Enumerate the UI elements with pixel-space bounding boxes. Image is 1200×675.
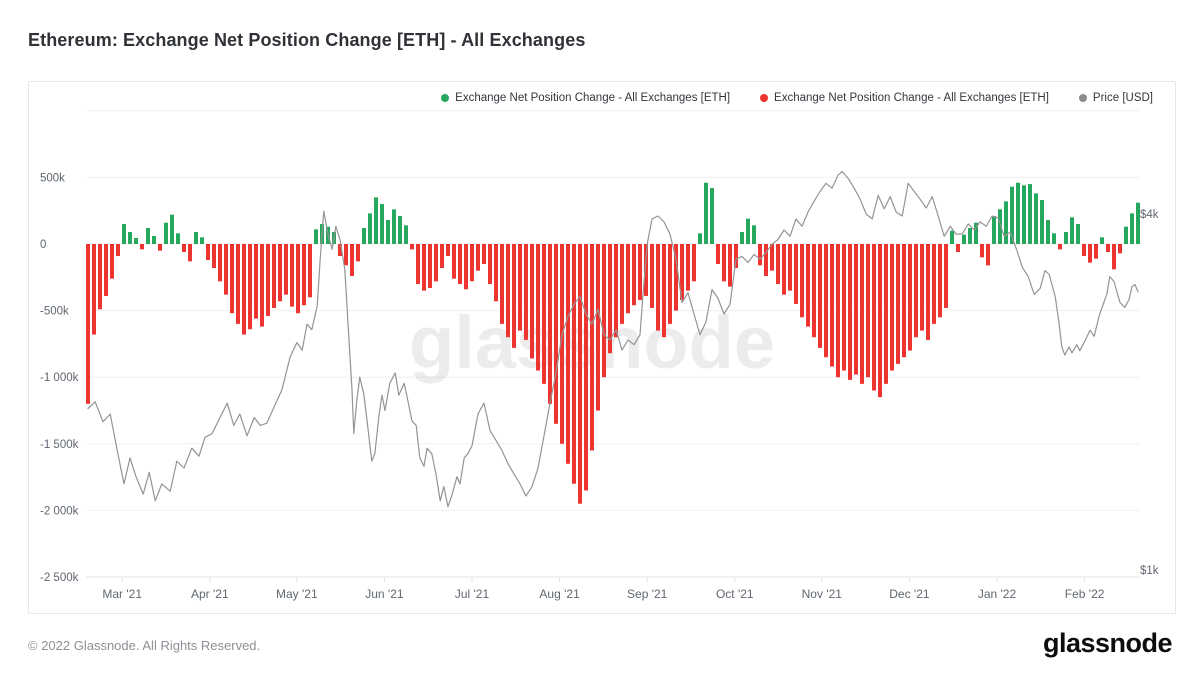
- svg-text:Mar '21: Mar '21: [102, 587, 142, 601]
- svg-text:500k: 500k: [40, 172, 65, 184]
- glassnode-logo: glassnode: [1042, 628, 1173, 658]
- legend-item-price[interactable]: Price [USD]: [1078, 92, 1153, 104]
- svg-text:0: 0: [40, 239, 46, 251]
- chart-legend: Exchange Net Position Change - All Excha…: [441, 92, 1153, 104]
- svg-text:-2 000k: -2 000k: [40, 505, 79, 517]
- svg-text:Oct '21: Oct '21: [716, 587, 754, 601]
- svg-text:$1k: $1k: [1140, 565, 1159, 577]
- red-dot-icon: [760, 94, 769, 102]
- svg-text:Jul '21: Jul '21: [455, 587, 490, 601]
- svg-text:-1 500k: -1 500k: [40, 439, 79, 451]
- svg-text:Dec '21: Dec '21: [889, 587, 930, 601]
- svg-text:Aug '21: Aug '21: [539, 587, 580, 601]
- svg-text:Nov '21: Nov '21: [802, 587, 843, 601]
- svg-text:May '21: May '21: [276, 587, 318, 601]
- legend-item-net-position-negative[interactable]: Exchange Net Position Change - All Excha…: [760, 92, 1049, 104]
- page-title: Ethereum: Exchange Net Position Change […: [28, 30, 586, 50]
- copyright-text: © 2022 Glassnode. All Rights Reserved.: [28, 638, 261, 653]
- legend-item-label: Exchange Net Position Change - All Excha…: [774, 92, 1049, 104]
- svg-text:-2 500k: -2 500k: [40, 572, 79, 584]
- green-dot-icon: [441, 94, 450, 102]
- svg-text:Apr '21: Apr '21: [191, 587, 229, 601]
- svg-text:Jan '22: Jan '22: [978, 587, 1017, 601]
- svg-text:Feb '22: Feb '22: [1065, 587, 1105, 601]
- svg-text:$4k: $4k: [1140, 209, 1159, 221]
- legend-item-label: Exchange Net Position Change - All Excha…: [455, 92, 731, 104]
- legend-item-label: Price [USD]: [1092, 92, 1153, 104]
- legend-item-net-position-positive[interactable]: Exchange Net Position Change - All Excha…: [441, 92, 730, 104]
- svg-text:-1 000k: -1 000k: [40, 372, 79, 384]
- svg-text:Sep '21: Sep '21: [627, 587, 668, 601]
- gray-dot-icon: [1078, 94, 1087, 102]
- svg-text:-500k: -500k: [40, 306, 69, 318]
- svg-text:Jun '21: Jun '21: [365, 587, 404, 601]
